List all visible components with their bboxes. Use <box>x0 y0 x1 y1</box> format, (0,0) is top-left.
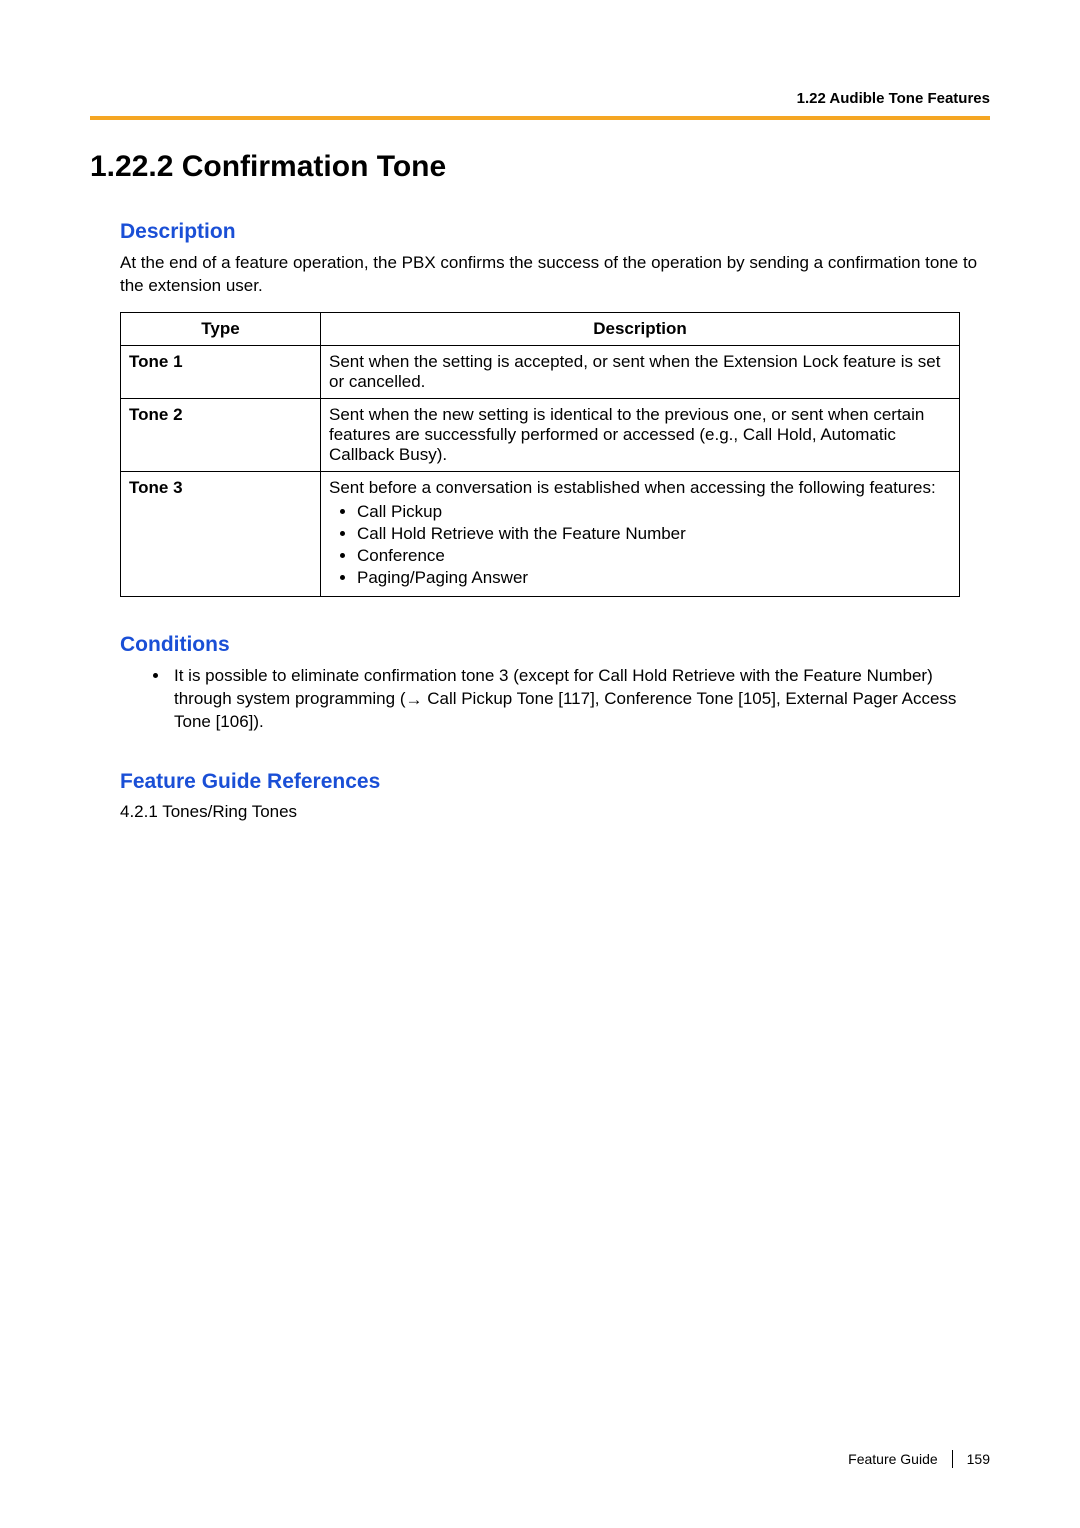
tone-table: Type Description Tone 1 Sent when the se… <box>120 312 960 597</box>
running-head: 1.22 Audible Tone Features <box>797 90 990 107</box>
cell-desc: Sent before a conversation is establishe… <box>321 471 960 596</box>
cell-type: Tone 1 <box>121 345 321 398</box>
footer-page-number: 159 <box>967 1451 990 1467</box>
list-item: Call Pickup <box>357 502 951 522</box>
cell-desc: Sent when the setting is accepted, or se… <box>321 345 960 398</box>
table-row: Tone 2 Sent when the new setting is iden… <box>121 398 960 471</box>
tone3-feature-list: Call Pickup Call Hold Retrieve with the … <box>329 502 951 588</box>
section-description-heading: Description <box>120 220 990 244</box>
table-row: Tone 1 Sent when the setting is accepted… <box>121 345 960 398</box>
section-conditions-heading: Conditions <box>120 633 990 657</box>
conditions-bullet: It is possible to eliminate confirmation… <box>170 665 990 734</box>
table-col-type: Type <box>121 312 321 345</box>
list-item: Call Hold Retrieve with the Feature Numb… <box>357 524 951 544</box>
cell-type: Tone 2 <box>121 398 321 471</box>
page: 1.22 Audible Tone Features 1.22.2 Confir… <box>0 0 1080 1528</box>
list-item: Paging/Paging Answer <box>357 568 951 588</box>
list-item: Conference <box>357 546 951 566</box>
page-footer: Feature Guide 159 <box>848 1450 990 1468</box>
reference-line: 4.2.1 Tones/Ring Tones <box>120 802 990 822</box>
table-col-desc: Description <box>321 312 960 345</box>
cell-type: Tone 3 <box>121 471 321 596</box>
footer-doc-name: Feature Guide <box>848 1451 938 1467</box>
footer-divider <box>952 1450 953 1468</box>
conditions-list: It is possible to eliminate confirmation… <box>150 665 990 734</box>
table-row: Tone 3 Sent before a conversation is est… <box>121 471 960 596</box>
page-title: 1.22.2 Confirmation Tone <box>90 150 990 184</box>
arrow-icon: → <box>405 689 422 712</box>
section-references-heading: Feature Guide References <box>120 770 990 794</box>
cell-desc: Sent when the new setting is identical t… <box>321 398 960 471</box>
header-rule <box>90 116 990 120</box>
cell-desc-lead: Sent before a conversation is establishe… <box>329 478 936 497</box>
description-paragraph: At the end of a feature operation, the P… <box>120 252 990 298</box>
